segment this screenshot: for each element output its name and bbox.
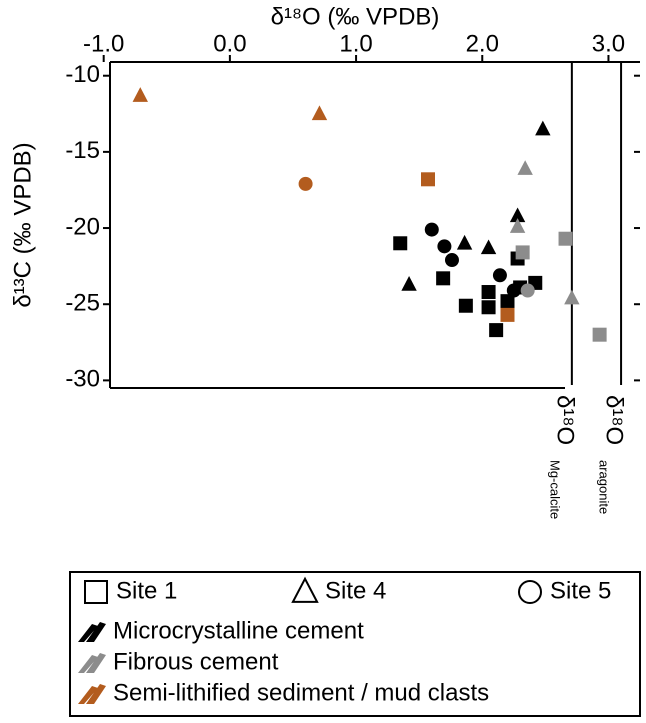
y-tick-label: -20 — [65, 213, 100, 240]
point — [436, 271, 451, 286]
y-tick-label: -30 — [65, 366, 100, 393]
legend-swatch — [78, 653, 106, 673]
legend-swatch — [78, 622, 106, 642]
point — [298, 176, 313, 191]
x-tick-label: -1.0 — [83, 30, 124, 57]
legend-label: Fibrous cement — [113, 648, 279, 675]
legend-label: Site 1 — [116, 577, 177, 604]
point — [480, 239, 497, 255]
point — [132, 87, 148, 102]
x-tick-label: 3.0 — [592, 30, 625, 57]
point — [456, 234, 473, 250]
point — [592, 327, 607, 342]
legend-box — [69, 571, 641, 717]
point — [515, 245, 530, 260]
x-axis-title: δ¹⁸O (‰ VPDB) — [271, 3, 440, 30]
point — [558, 231, 573, 246]
x-tick-label: 2.0 — [466, 30, 499, 57]
legend-label: Microcrystalline cement — [113, 617, 364, 644]
point — [509, 218, 526, 233]
point — [311, 105, 328, 121]
point — [564, 289, 580, 305]
reference-sublabel: aragonite — [597, 460, 612, 514]
point — [481, 285, 496, 300]
y-axis-title: δ¹³C (‰ VPDB) — [9, 142, 36, 307]
point — [489, 323, 504, 338]
x-tick-label: 0.0 — [213, 30, 246, 57]
point — [500, 307, 515, 322]
point — [424, 222, 439, 237]
point — [437, 239, 452, 254]
point — [520, 283, 535, 298]
point — [401, 276, 417, 291]
point — [509, 207, 526, 223]
reference-label: δ¹⁸O — [601, 395, 628, 445]
legend-marker — [291, 576, 319, 603]
point — [458, 298, 473, 313]
reference-sublabel: Mg-calcite — [547, 460, 562, 519]
y-tick-label: -15 — [65, 137, 100, 164]
y-tick-label: -10 — [65, 61, 100, 88]
point — [500, 294, 515, 309]
point — [444, 253, 459, 268]
point — [506, 283, 521, 298]
point — [517, 160, 533, 175]
legend-marker — [518, 580, 542, 604]
point — [492, 268, 507, 283]
point — [535, 120, 551, 136]
legend-label: Site 5 — [550, 577, 611, 604]
legend-swatch — [78, 684, 106, 704]
point — [421, 172, 435, 187]
y-tick-label: -25 — [65, 290, 100, 317]
x-tick-label: 1.0 — [339, 30, 372, 57]
legend-marker — [84, 580, 108, 604]
reference-label: δ¹⁸O — [552, 395, 579, 445]
point — [481, 300, 496, 315]
legend-label: Semi-lithified sediment / mud clasts — [113, 679, 489, 706]
legend-label: Site 4 — [325, 577, 386, 604]
point — [393, 236, 408, 251]
